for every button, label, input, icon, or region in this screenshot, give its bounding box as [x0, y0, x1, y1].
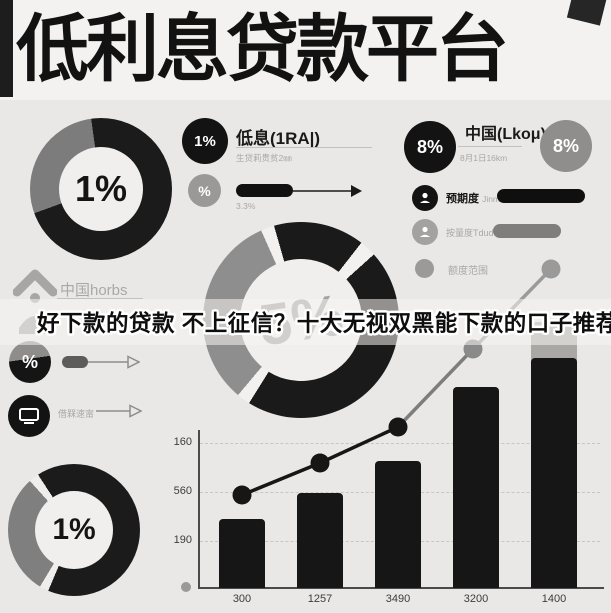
header-band: [0, 0, 611, 100]
bar: [297, 493, 343, 588]
right-arrow-icon: [96, 404, 142, 418]
monitor-icon: [8, 395, 50, 437]
row2-suffix: Tdud: [473, 228, 494, 238]
donut-top-left-value: 1%: [59, 147, 143, 231]
x-tick-label: 3200: [463, 593, 489, 605]
china-row1-label: 预期度 Jinm: [446, 190, 500, 206]
percent-split-badge: %: [9, 341, 51, 383]
gridline: [200, 443, 600, 444]
bar: [531, 358, 577, 588]
monitor-caption: 借槑速甯: [58, 409, 95, 419]
china-row3-label: 额度范围: [448, 266, 488, 277]
low-interest-subtitle: 生贷莉贵贫2㎜: [236, 153, 292, 163]
china-subtitle: 8月1日16km: [460, 153, 508, 163]
china-row2-label: 按量度Tdud: [446, 226, 494, 239]
x-tick-label: 1400: [541, 593, 567, 605]
headline-text: 好下款的贷款 不上征信？十大无视双黑能下款的口子推荐: [37, 311, 611, 336]
rate-bar: [236, 184, 293, 197]
rate-badge: %: [188, 174, 221, 207]
x-tick-label: 3490: [385, 593, 411, 605]
china-badge-left: 8%: [404, 121, 456, 173]
low-interest-badge: 1%: [182, 118, 228, 164]
x-axis: [198, 587, 604, 589]
bar: [375, 461, 421, 588]
small-bar: [62, 356, 88, 368]
china-row2-bar: [493, 224, 561, 238]
page-title: 低利息贷款平台: [16, 9, 509, 90]
divider: [236, 147, 372, 148]
right-arrow-icon: [88, 355, 140, 369]
rate-caption: 3.3%: [236, 201, 256, 211]
donut-chart-bottom-left: 1%: [8, 464, 140, 596]
row1-label-text: 预期度: [446, 193, 479, 205]
y-tick-label: 190: [173, 534, 192, 546]
decorative-left-stripe: [0, 0, 13, 97]
divider: [57, 298, 143, 299]
row2-label-text: 按量度: [446, 228, 474, 238]
divider: [458, 146, 522, 147]
x-tick-label: 300: [232, 593, 252, 605]
china-badge-right: 8%: [540, 120, 592, 172]
y-tick-label: 560: [173, 485, 192, 497]
china-row1-bar: [497, 189, 585, 203]
person-icon: [412, 185, 438, 211]
donut-chart-top-left: 1%: [30, 118, 172, 260]
origin-dot: [181, 582, 191, 592]
low-interest-title: 低息(1RA|): [236, 129, 321, 148]
bar: [453, 387, 499, 588]
right-arrow-icon: [293, 185, 362, 197]
china-title: 中国(Lkoμ): [465, 126, 546, 143]
bullet-dot-icon: [415, 259, 434, 278]
y-tick-label: 160: [173, 436, 192, 448]
bar: [219, 519, 265, 588]
y-axis: [198, 430, 200, 588]
donut-bottom-left-value: 1%: [35, 491, 113, 569]
home-panel-title: 中国horbs: [60, 282, 128, 299]
x-tick-label: 1257: [307, 593, 333, 605]
row1-suffix: Jinm: [482, 194, 501, 204]
person-icon-gray: [412, 219, 438, 245]
